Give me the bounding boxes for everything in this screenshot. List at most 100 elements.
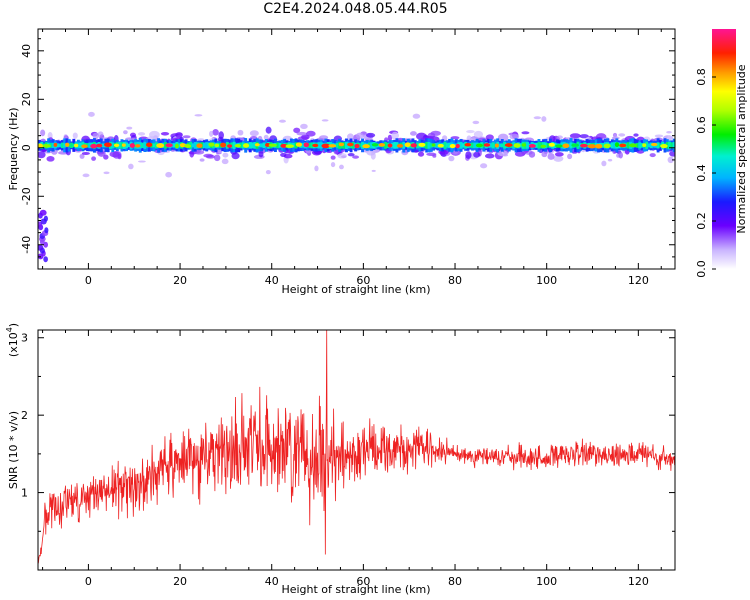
heatmap-cell (328, 144, 337, 148)
heatmap-cell (303, 142, 310, 148)
heatmap-cell (293, 127, 301, 134)
heatmap-cell (253, 141, 257, 149)
heatmap-cell (351, 141, 355, 149)
heatmap-cell (358, 143, 362, 148)
heatmap-cell (202, 142, 206, 149)
heatmap-cell (92, 132, 100, 139)
heatmap-cell (642, 143, 647, 147)
heatmap-cell (250, 136, 258, 140)
heatmap-cell (595, 143, 603, 149)
heatmap-cell (234, 143, 241, 148)
heatmap-cell (239, 142, 243, 149)
y-tick-label: -40 (20, 236, 33, 254)
heatmap-cell (355, 132, 364, 139)
colorbar-tick-label: 0.4 (695, 164, 708, 182)
heatmap-cell (540, 144, 547, 148)
heatmap-cell (135, 144, 141, 148)
heatmap-cell (613, 142, 617, 149)
heatmap-cell (148, 130, 160, 139)
heatmap-cell (437, 143, 444, 148)
y-tick-label: -20 (20, 187, 33, 205)
x-tick-label: 0 (85, 274, 92, 287)
x-tick-label: 20 (173, 575, 187, 588)
heatmap-cell (548, 142, 555, 147)
heatmap-cell (263, 134, 269, 140)
heatmap-cell (571, 143, 579, 147)
heatmap-cell (74, 143, 79, 148)
heatmap-cell (649, 153, 656, 158)
heatmap-cell (63, 143, 67, 148)
heatmap-cell (618, 151, 623, 159)
heatmap-cell (56, 143, 60, 148)
colorbar-ticks: 0.0 0.2 0.4 0.6 0.8 (695, 68, 716, 278)
heatmap-cell (296, 131, 308, 136)
heatmap-cell (387, 134, 393, 141)
heatmap-cell (218, 131, 224, 140)
heatmap-cell (352, 155, 359, 159)
heatmap-cell (396, 143, 404, 148)
heatmap-cell (88, 142, 92, 149)
x-tick-label: 80 (448, 274, 462, 287)
heatmap-cell (378, 143, 386, 147)
heatmap-cell (461, 143, 465, 148)
heatmap-cell (127, 143, 131, 148)
heatmap-cell (535, 142, 539, 148)
heatmap-cell (213, 154, 221, 162)
heatmap-cell (53, 142, 58, 147)
heatmap-cell (72, 143, 76, 148)
spectrogram-y-axis-label: Frequency (Hz) (7, 108, 20, 191)
colorbar-tick-label: 0.6 (695, 116, 708, 134)
heatmap-cell (111, 142, 115, 149)
spectrogram-y-ticks: -40 -20 0 20 40 (20, 38, 675, 258)
colorbar-tick-label: 0.2 (695, 212, 708, 230)
snr-plot-area (38, 330, 675, 570)
heatmap-cell (354, 143, 360, 149)
heatmap-cell (193, 141, 197, 149)
heatmap-cell (341, 155, 347, 159)
heatmap-cell (174, 143, 179, 149)
heatmap-cell (152, 143, 156, 148)
heatmap-cell (310, 142, 314, 149)
chart-title: C2E4.2024.048.05.44.R05 (263, 1, 448, 17)
heatmap-cell (459, 141, 463, 149)
heatmap-cell (553, 142, 557, 149)
heatmap-cell (276, 142, 280, 149)
heatmap-cell (220, 142, 227, 148)
heatmap-cell (362, 144, 370, 149)
heatmap-cell (371, 143, 379, 147)
heatmap-cell (528, 151, 536, 158)
heatmap-cell (209, 130, 214, 137)
snr-multiplier-base: (x10 (7, 332, 20, 357)
heatmap-cell (60, 142, 64, 149)
heatmap-cell (649, 142, 653, 149)
snr-multiplier-exponent: 4 (5, 327, 14, 332)
x-tick-label: 100 (536, 575, 557, 588)
snr-y-multiplier: (x104) (5, 323, 20, 357)
heatmap-cell (502, 153, 509, 157)
heatmap-cell (129, 143, 136, 148)
heatmap-cell (546, 143, 550, 148)
heatmap-cell (40, 129, 46, 137)
heatmap-cell (137, 160, 146, 163)
snr-x-axis-label: Height of straight line (km) (281, 583, 430, 596)
heatmap-cell (46, 156, 55, 162)
heatmap-cell (248, 142, 252, 149)
heatmap-cell (88, 111, 95, 117)
heatmap-cell (528, 144, 536, 148)
heatmap-cell (497, 133, 509, 142)
heatmap-cell (669, 150, 675, 157)
heatmap-cell (118, 141, 122, 149)
heatmap-cell (569, 133, 581, 139)
heatmap-cell (165, 171, 172, 178)
heatmap-cell (196, 143, 203, 148)
heatmap-cell (191, 143, 195, 148)
heatmap-cell (227, 144, 233, 148)
heatmap-cell (667, 156, 674, 164)
heatmap-cell (668, 141, 672, 149)
colorbar-tick-label: 0.8 (695, 68, 708, 86)
heatmap-cell (90, 143, 98, 149)
heatmap-cell (464, 142, 472, 147)
spectrogram-x-ticks: 0 20 40 60 80 100 120 (42, 29, 662, 287)
heatmap-cell (128, 163, 134, 170)
heatmap-cell (338, 142, 345, 147)
